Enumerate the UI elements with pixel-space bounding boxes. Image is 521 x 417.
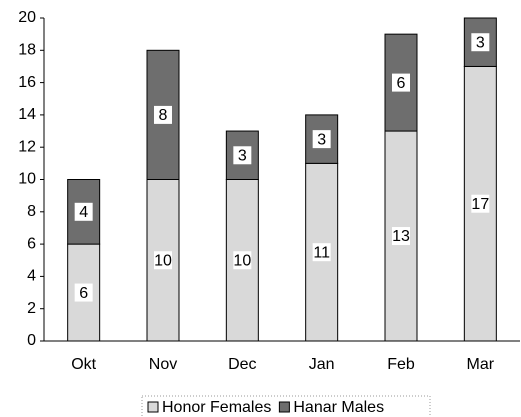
legend-swatch	[147, 401, 159, 413]
data-label: 6	[79, 285, 88, 302]
data-label: 10	[154, 252, 172, 269]
legend-label: Honor Females	[162, 399, 271, 416]
x-tick-label: Nov	[149, 356, 177, 373]
data-label-box	[233, 251, 252, 270]
data-label: 4	[79, 204, 88, 221]
y-tick-label: 20	[18, 9, 36, 26]
y-tick-label: 18	[18, 42, 36, 59]
data-label-box	[392, 73, 410, 92]
y-tick-label: 6	[27, 235, 36, 252]
data-label-box	[471, 194, 490, 213]
x-tick-label: Feb	[387, 356, 415, 373]
data-label: 3	[317, 131, 326, 148]
data-label: 11	[313, 244, 330, 261]
x-tick-label: Dec	[228, 356, 256, 373]
data-label-box	[74, 283, 93, 302]
legend-swatch	[278, 401, 290, 413]
data-label: 13	[392, 228, 410, 245]
data-label: 8	[159, 107, 168, 124]
legend-label: Hanar Males	[293, 399, 384, 416]
data-label-box	[312, 130, 331, 149]
data-label: 17	[471, 196, 489, 213]
legend-frame	[141, 395, 431, 417]
x-tick-label: Okt	[71, 356, 96, 373]
data-label-box	[392, 227, 410, 246]
data-label-box	[74, 202, 93, 221]
y-tick-label: 8	[27, 203, 36, 220]
data-label-box	[312, 243, 331, 262]
data-label-box	[154, 251, 172, 270]
x-tick-label: Jan	[309, 356, 335, 373]
y-tick-label: 12	[18, 138, 36, 155]
y-tick-label: 2	[27, 300, 36, 317]
data-label: 6	[397, 75, 406, 92]
data-label-box	[471, 33, 490, 52]
x-tick-label: Mar	[467, 356, 495, 373]
y-tick-label: 16	[18, 74, 36, 91]
y-tick-label: 4	[27, 268, 36, 285]
data-label: 3	[476, 34, 485, 51]
data-label-box	[154, 105, 172, 124]
data-label-box	[233, 146, 252, 165]
y-tick-label: 10	[18, 171, 36, 188]
data-label: 3	[238, 147, 247, 164]
y-tick-label: 14	[18, 106, 36, 123]
y-tick-label: 0	[27, 332, 36, 349]
data-label: 10	[233, 252, 251, 269]
